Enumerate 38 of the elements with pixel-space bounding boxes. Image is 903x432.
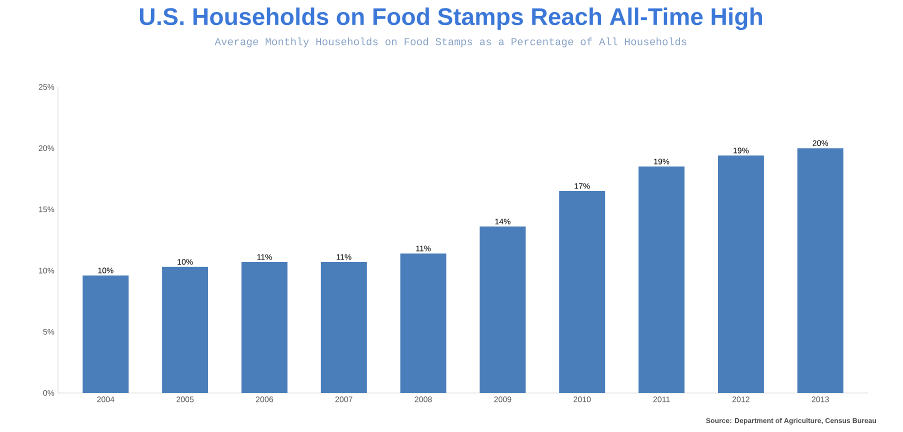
y-tick-label: 25%	[38, 84, 54, 90]
data-label: 10%	[98, 268, 114, 274]
x-tick-label: 2010	[574, 396, 591, 402]
data-label: 19%	[654, 158, 670, 164]
data-label: 11%	[336, 254, 352, 260]
data-label: 10%	[178, 259, 193, 265]
x-tick-label: 2008	[414, 396, 432, 402]
data-label: 14%	[495, 218, 510, 224]
x-tick-label: 2012	[732, 396, 750, 402]
x-tick-label: 2005	[176, 396, 194, 402]
x-tick-label: 2011	[653, 396, 670, 402]
data-label: 11%	[257, 254, 272, 260]
x-tick-label: 2013	[812, 396, 829, 402]
x-tick-label: 2009	[494, 396, 512, 402]
chart-title: U.S. Households on Food Stamps Reach All-Time High	[140, 8, 762, 30]
y-tick-label: 20%	[38, 145, 54, 152]
bar	[559, 191, 606, 393]
bar	[400, 253, 446, 393]
y-tick-label: 0%	[43, 390, 54, 396]
chart-subtitle: Average Monthly Households on Food Stamps as a Percentage of All Households	[214, 38, 686, 48]
bar	[480, 226, 526, 393]
bar	[320, 262, 367, 393]
bar	[241, 262, 288, 393]
x-tick-label: 2004	[97, 396, 114, 402]
bar	[638, 166, 685, 393]
bar	[797, 148, 844, 393]
x-tick-label: 2007	[335, 396, 352, 402]
y-tick-label: 15%	[39, 206, 54, 212]
data-label: 19%	[734, 148, 749, 154]
y-tick-label: 5%	[43, 328, 54, 335]
bar	[162, 266, 208, 393]
x-tick-label: 2006	[256, 396, 274, 402]
data-label: 17%	[574, 183, 590, 189]
data-label: 11%	[416, 246, 431, 252]
bar	[82, 275, 129, 393]
bar	[718, 156, 764, 393]
y-tick-label: 10%	[39, 268, 54, 274]
data-label: 20%	[812, 140, 828, 146]
